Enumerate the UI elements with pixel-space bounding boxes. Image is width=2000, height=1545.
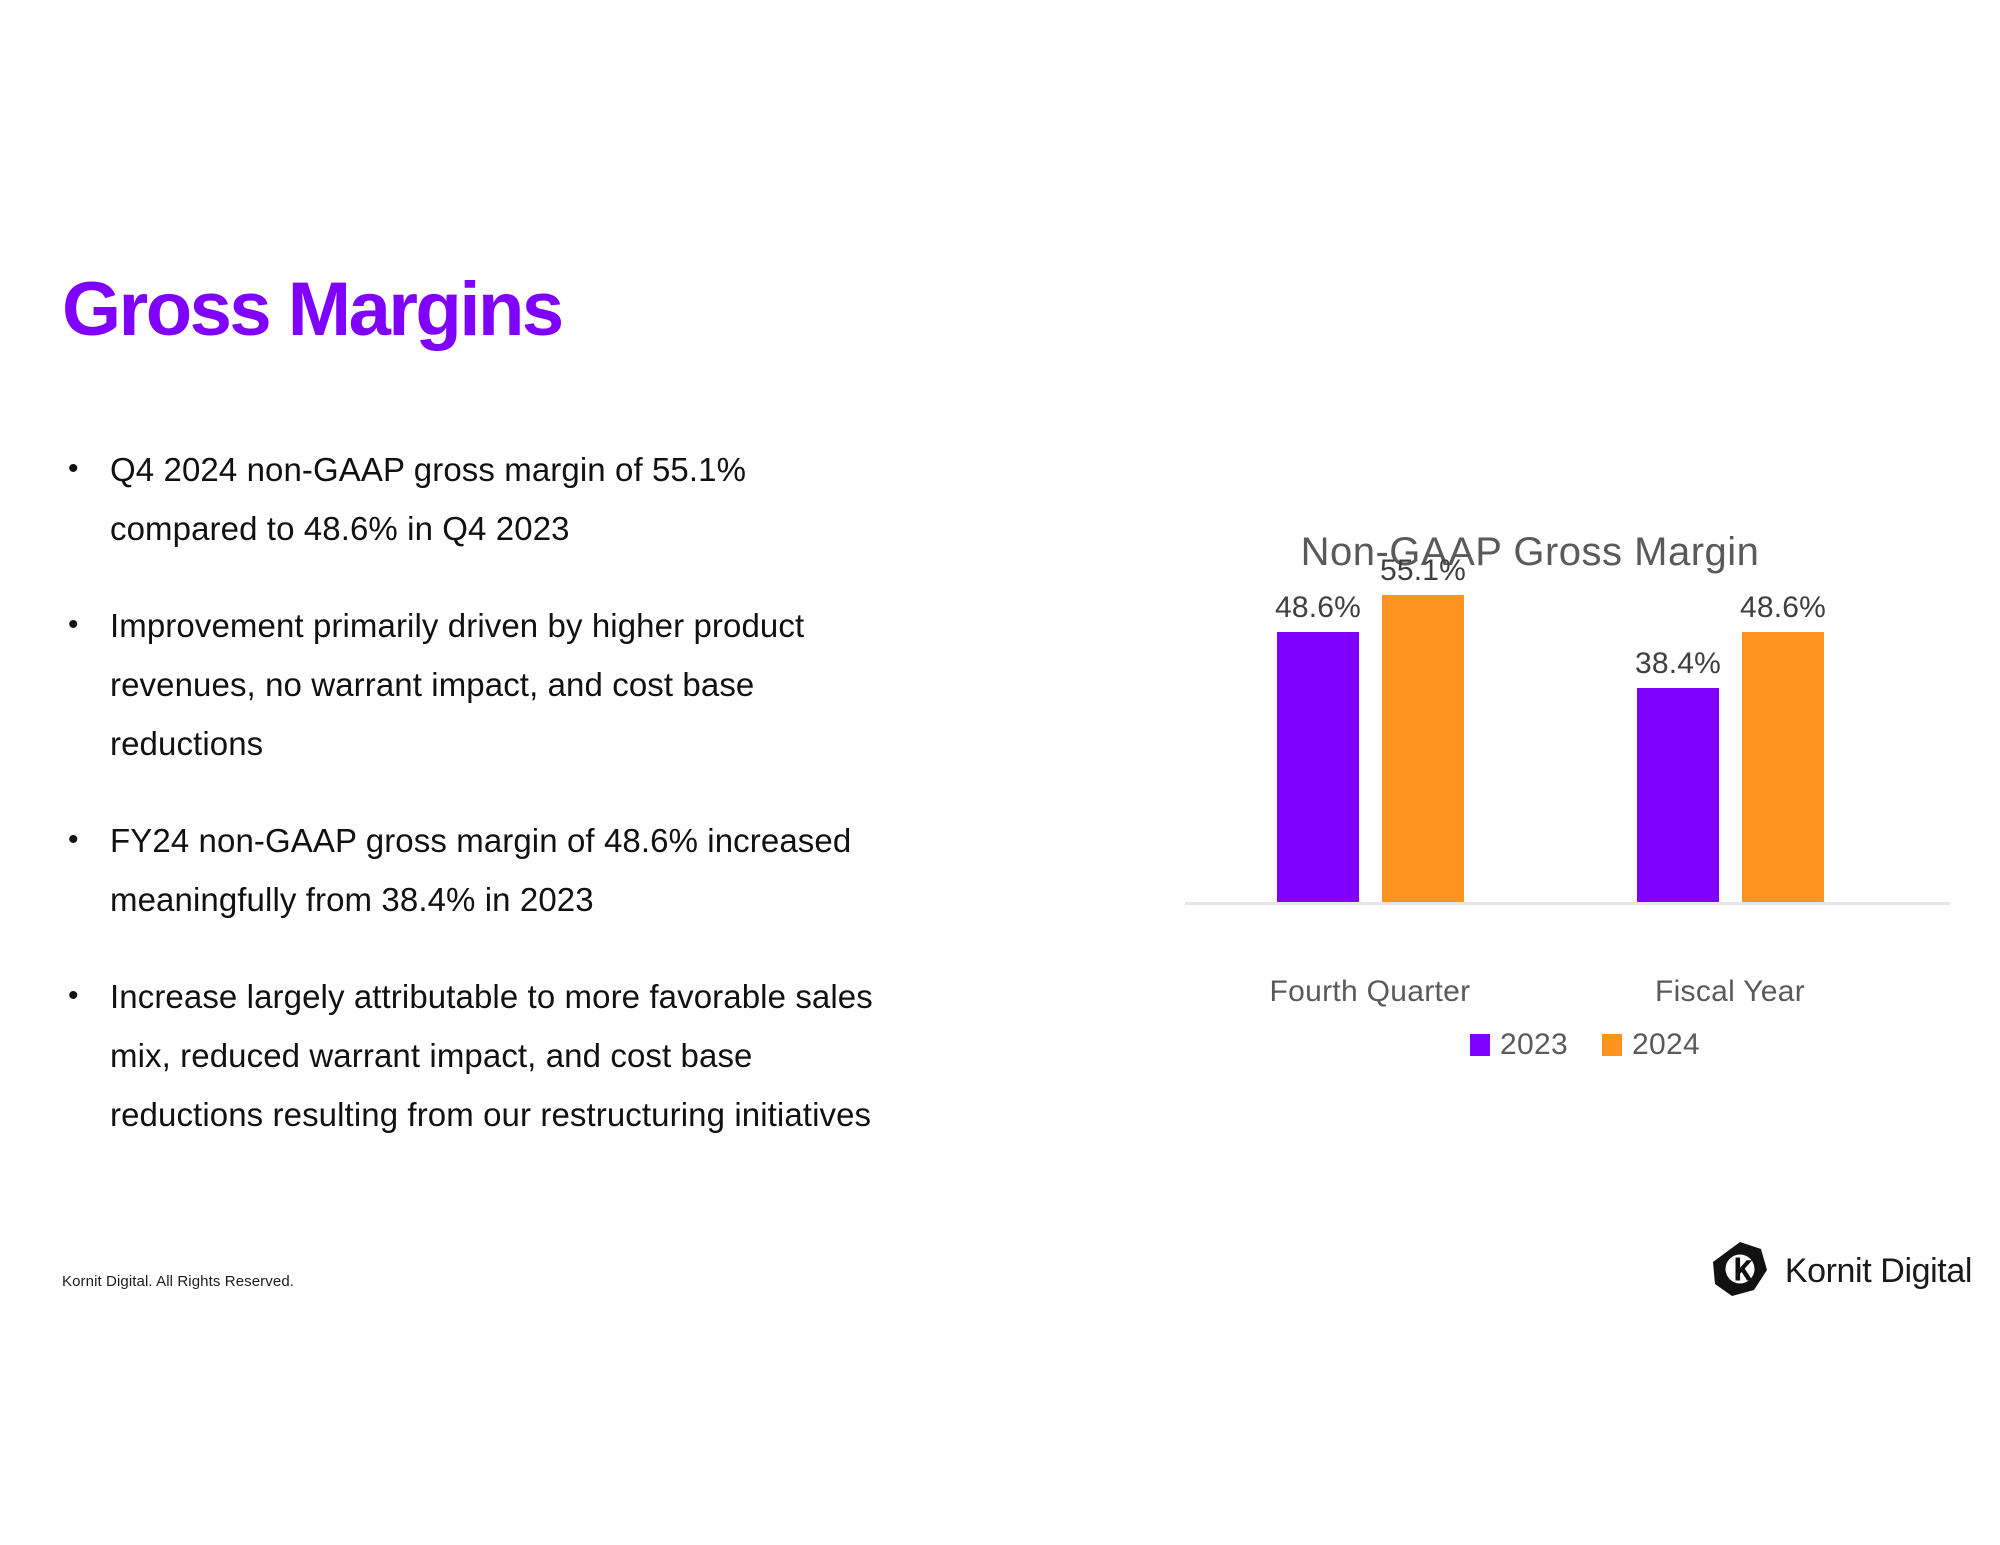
bar-chart: Non-GAAP Gross Margin 48.6% 55.1% 38.4% … — [1150, 500, 1970, 1061]
brand-logo: Kornit Digital — [1711, 1240, 1972, 1303]
bullet-text: Increase largely attributable to more fa… — [110, 978, 873, 1133]
bullet-text: FY24 non-GAAP gross margin of 48.6% incr… — [110, 822, 852, 918]
footer-copyright: Kornit Digital. All Rights Reserved. — [62, 1273, 295, 1290]
page-title: Gross Margins — [62, 267, 564, 352]
kornit-mark-icon — [1711, 1240, 1769, 1303]
bullet-marker-icon: • — [68, 979, 79, 1012]
x-axis-line — [1185, 902, 1950, 905]
bar-value-label: 48.6% — [1274, 591, 1362, 624]
bullet-text: Improvement primarily driven by higher p… — [110, 607, 805, 762]
bar-value-label: 55.1% — [1379, 554, 1467, 587]
legend-label: 2024 — [1632, 1028, 1700, 1061]
legend-item-2024[interactable]: 2024 — [1602, 1028, 1700, 1062]
x-axis-tick-label: Fiscal Year — [1654, 975, 1806, 1008]
bullet-marker-icon: • — [68, 608, 79, 641]
bar-2023-fourth-quarter — [1277, 632, 1359, 902]
bar-2023-fiscal-year — [1637, 688, 1719, 902]
x-axis-tick-label: Fourth Quarter — [1269, 975, 1471, 1008]
legend-label: 2023 — [1500, 1028, 1568, 1061]
bar-2024-fiscal-year — [1742, 632, 1824, 902]
legend-item-2023[interactable]: 2023 — [1470, 1028, 1568, 1062]
chart-title: Non-GAAP Gross Margin — [1300, 530, 1760, 574]
chart-legend: 2023 2024 — [1185, 1028, 1950, 1062]
list-item: • FY24 non-GAAP gross margin of 48.6% in… — [60, 811, 900, 929]
list-item: • Q4 2024 non-GAAP gross margin of 55.1%… — [60, 440, 900, 558]
bullet-list: • Q4 2024 non-GAAP gross margin of 55.1%… — [60, 440, 900, 1182]
bullet-marker-icon: • — [68, 823, 79, 856]
list-item: • Improvement primarily driven by higher… — [60, 596, 900, 773]
chart-plot-area: 48.6% 55.1% 38.4% 48.6% Fourth Quarter F… — [1185, 554, 1950, 1061]
bar-2024-fourth-quarter — [1382, 595, 1464, 902]
legend-swatch-icon — [1602, 1034, 1622, 1056]
bar-value-label: 38.4% — [1634, 647, 1722, 680]
legend-swatch-icon — [1470, 1034, 1491, 1056]
list-item: • Increase largely attributable to more … — [60, 967, 900, 1144]
brand-name: Kornit Digital — [1784, 1252, 1973, 1290]
bullet-marker-icon: • — [68, 452, 79, 485]
bullet-text: Q4 2024 non-GAAP gross margin of 55.1% c… — [110, 451, 747, 547]
bar-value-label: 48.6% — [1739, 591, 1827, 624]
